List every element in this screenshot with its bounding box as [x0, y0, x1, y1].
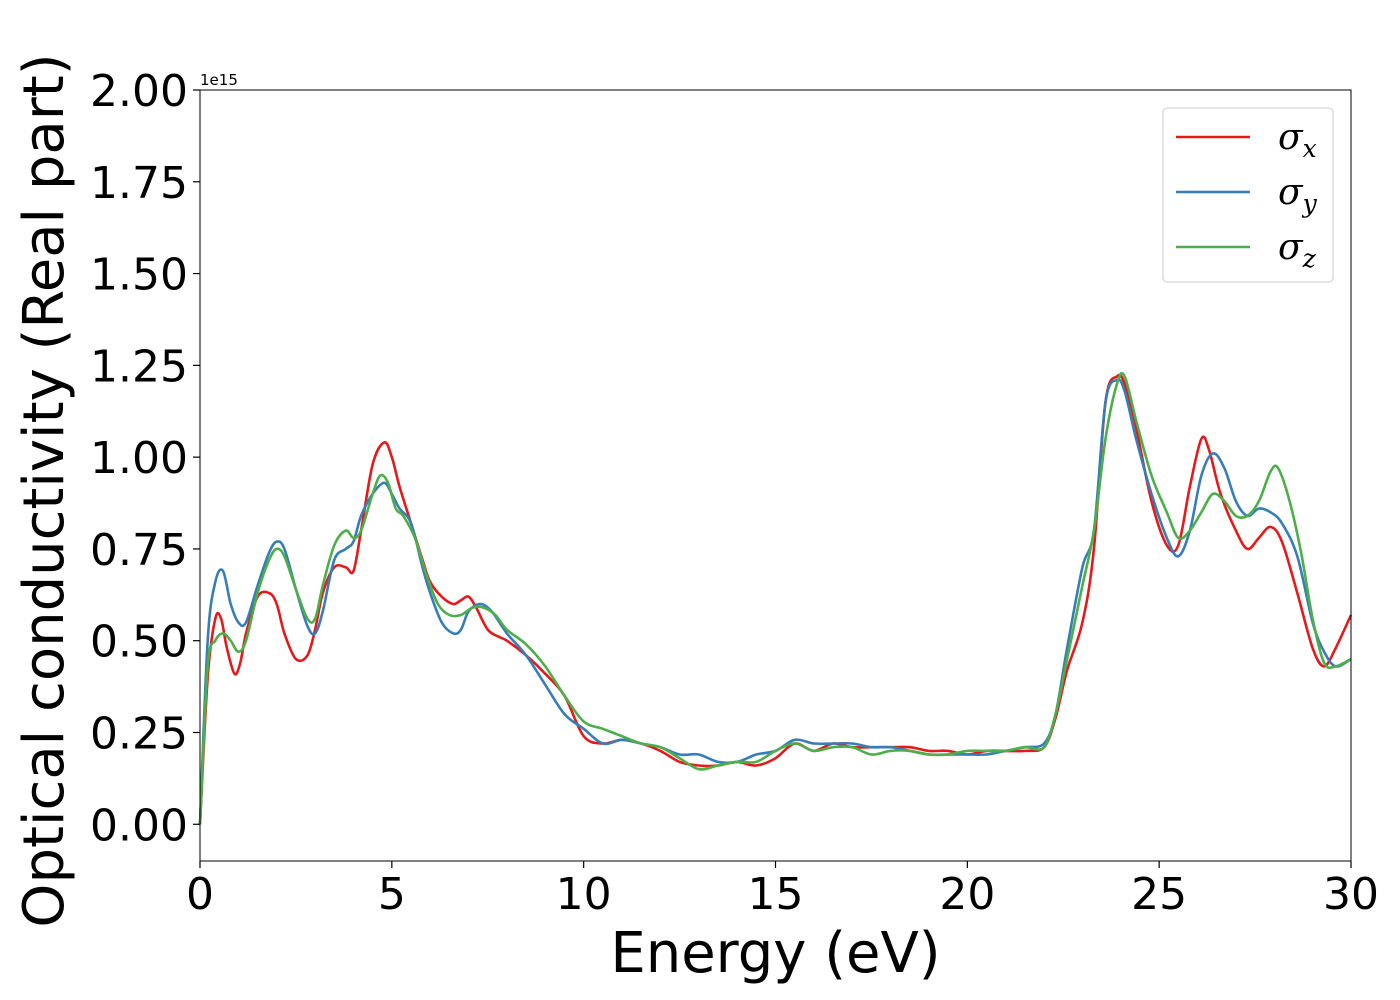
y-axis: 0.00 0.25 0.50 0.75 1.00 1.25 1.50 1.75 2.00: [90, 66, 200, 851]
y-tick-label: 1.50: [90, 250, 188, 301]
x-tick-label: 20: [939, 869, 995, 920]
series-line-z: [198, 371, 1352, 825]
y-tick-label: 0.25: [90, 709, 188, 760]
x-tick-label: 15: [748, 869, 804, 920]
y-tick-label: 0.75: [90, 525, 188, 576]
x-tick-label: 0: [186, 869, 214, 920]
y-axis-title: Optical conductivity (Real part): [12, 53, 77, 927]
y-tick-label: 0.50: [90, 617, 188, 668]
x-axis-title: Energy (eV): [610, 921, 940, 986]
y-tick-label: 1.75: [90, 158, 188, 209]
series-layer: [198, 371, 1353, 825]
y-tick-label: 2.00: [90, 66, 188, 117]
x-tick-label: 25: [1131, 869, 1187, 920]
y-tick-label: 0.00: [90, 800, 188, 851]
x-axis: 0 5 10 15 20 25 30: [186, 861, 1379, 920]
legend-label-z: σz: [1278, 227, 1317, 273]
y-tick-label: 1.00: [90, 433, 188, 484]
y-tick-label: 1.25: [90, 341, 188, 392]
x-tick-label: 10: [556, 869, 612, 920]
x-tick-label: 30: [1323, 869, 1379, 920]
legend-label-x: σx: [1278, 117, 1317, 163]
legend: σx σy σz: [1162, 107, 1334, 283]
legend-box: [1162, 107, 1334, 283]
x-tick-label: 5: [378, 869, 406, 920]
y-offset-label: 1e15: [200, 71, 238, 89]
legend-label-y: σy: [1278, 172, 1318, 218]
series-line-y: [198, 378, 1352, 825]
